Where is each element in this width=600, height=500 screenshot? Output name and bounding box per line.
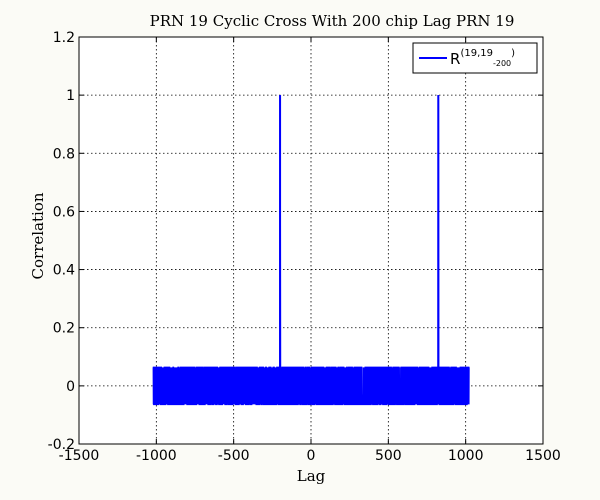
y-tick-label: -0.2 <box>48 437 75 453</box>
x-tick-label: 1000 <box>448 448 484 464</box>
legend-entry: R(19,19-200) <box>450 48 515 68</box>
data-series <box>152 95 470 406</box>
legend-superscript: (19,19 <box>460 48 493 59</box>
correlation-series-line <box>152 95 470 406</box>
x-tick-label: -1000 <box>136 448 177 464</box>
y-axis-title: Correlation <box>29 192 47 279</box>
axis-ticks: -1500 -1000 -500 0 500 1000 1500 -0.2 0 0.2 0.4 0.6… <box>48 30 561 464</box>
x-axis-title: Lag <box>297 467 326 485</box>
x-tick-label: -500 <box>218 448 250 464</box>
y-tick-label: 0.4 <box>53 263 75 279</box>
legend-close-paren: ) <box>511 48 515 59</box>
y-tick-label: 1 <box>66 88 75 104</box>
y-tick-label: 0.8 <box>53 146 75 162</box>
chart-title: PRN 19 Cyclic Cross With 200 chip Lag PR… <box>150 12 515 30</box>
legend-main-text: R <box>450 50 460 68</box>
legend: R(19,19-200) <box>412 42 538 74</box>
x-tick-label: -1500 <box>59 448 100 464</box>
y-tick-label: 1.2 <box>53 30 75 46</box>
x-tick-label: 500 <box>375 448 402 464</box>
x-tick-label: 1500 <box>525 448 561 464</box>
y-tick-label: 0 <box>66 379 75 395</box>
legend-subscript: -200 <box>493 59 511 68</box>
y-tick-label: 0.6 <box>53 204 75 220</box>
y-tick-label: 0.2 <box>53 321 75 337</box>
x-tick-label: 0 <box>307 448 316 464</box>
